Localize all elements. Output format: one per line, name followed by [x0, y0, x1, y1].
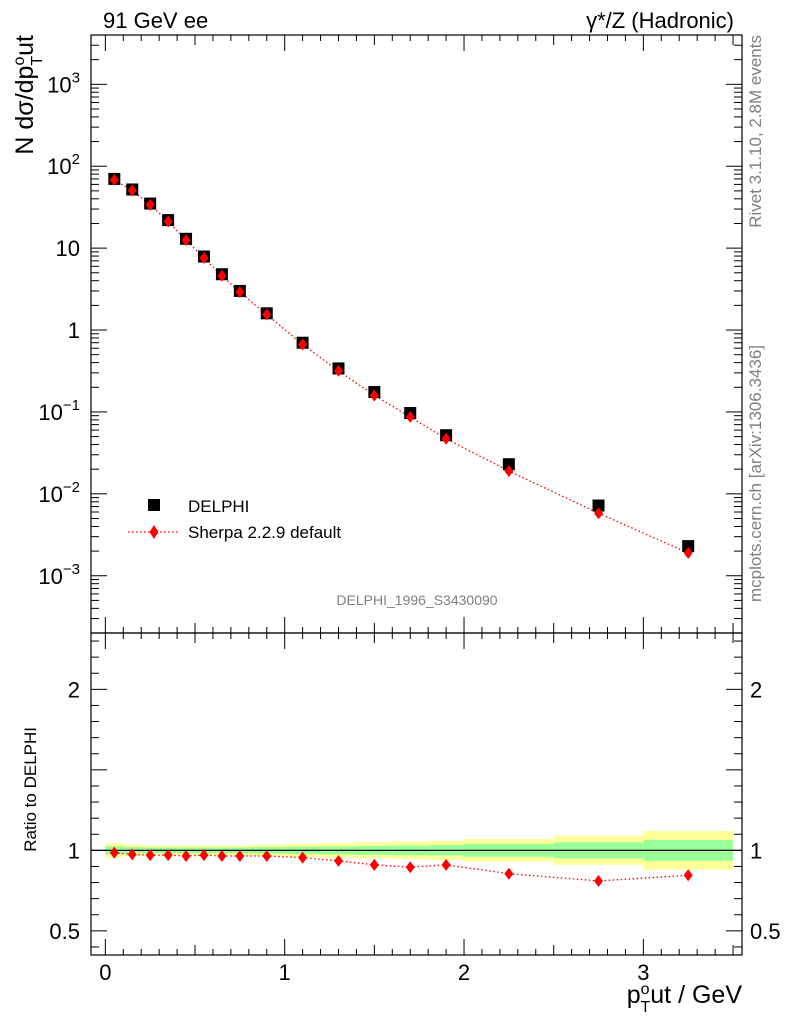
sherpa-point-main	[163, 215, 173, 228]
x-tick-label: 0	[99, 960, 111, 985]
main-y-tick-label-exp: −3	[63, 561, 80, 578]
sherpa-point-main	[405, 410, 415, 423]
ratio-y-axis-label: Ratio to DELPHI	[21, 727, 40, 852]
main-y-tick-label: 10−2	[38, 479, 80, 507]
sherpa-point-main	[181, 234, 191, 247]
x-tick-label: 2	[458, 960, 470, 985]
sherpa-point-main	[504, 465, 514, 478]
x-axis-label-sub: T	[641, 999, 651, 1016]
sherpa-point-ratio	[262, 849, 272, 862]
sherpa-point-main	[298, 338, 308, 351]
sherpa-point-main	[369, 389, 379, 402]
sherpa-point-ratio	[441, 858, 451, 871]
main-y-tick-label-base: 10	[56, 236, 80, 261]
main-y-tick-label-exp: −1	[63, 397, 80, 414]
rivet-label: Rivet 3.1.10, 2.8M events	[746, 35, 765, 228]
sherpa-point-ratio	[145, 849, 155, 862]
x-axis-label-tail: ut / GeV	[650, 981, 742, 1009]
sherpa-point-main	[109, 173, 119, 186]
sherpa-point-main	[199, 251, 209, 264]
main-y-tick-label-base: 10	[38, 564, 62, 589]
sherpa-point-main	[441, 432, 451, 445]
sherpa-point-ratio	[683, 869, 693, 882]
x-tick-label: 1	[279, 960, 291, 985]
delphi-point	[592, 499, 605, 512]
ratio-y-tick-label-left: 2	[68, 677, 80, 702]
main-y-axis-label-main: N dσ/dp	[11, 66, 39, 155]
main-y-tick-label-base: 10	[47, 154, 71, 179]
sherpa-point-ratio	[504, 867, 514, 880]
main-y-axis-label-sub: T	[29, 56, 46, 66]
sherpa-point-main	[683, 546, 693, 559]
sherpa-point-ratio	[369, 858, 379, 871]
main-y-tick-label: 102	[47, 151, 80, 179]
ratio-y-tick-label-left: 0.5	[49, 919, 80, 944]
sherpa-point-main	[333, 364, 343, 377]
main-y-axis-label: N dσ/dpoTut	[11, 35, 46, 155]
main-y-tick-label: 10	[56, 236, 80, 261]
sherpa-point-ratio	[163, 849, 173, 862]
main-y-tick-label: 103	[47, 69, 80, 97]
analysis-watermark: DELPHI_1996_S3430090	[336, 592, 497, 608]
header-left-label: 91 GeV ee	[103, 8, 208, 33]
main-y-axis-label-tail: ut	[11, 35, 39, 56]
ratio-y-tick-label-right: 1	[750, 838, 762, 863]
main-y-tick-label-base: 10	[47, 72, 71, 97]
ratio-y-tick-label-right: 0.5	[750, 919, 781, 944]
main-y-tick-label-base: 1	[68, 318, 80, 343]
sherpa-point-ratio	[405, 861, 415, 874]
sherpa-point-ratio	[333, 854, 343, 867]
x-axis-label: po Tut / GeV	[627, 981, 743, 1016]
main-y-tick-label: 10−3	[38, 561, 80, 589]
sherpa-point-ratio	[199, 849, 209, 862]
main-y-tick-label: 10−1	[38, 397, 80, 425]
main-y-tick-label-base: 10	[38, 400, 62, 425]
main-y-tick-label-exp: 3	[72, 69, 80, 86]
main-y-tick-label-base: 10	[38, 482, 62, 507]
main-y-tick-label-exp: −2	[63, 479, 80, 496]
sherpa-point-ratio	[298, 851, 308, 864]
legend-label-delphi: DELPHI	[188, 497, 249, 516]
main-plot-frame	[90, 34, 743, 634]
delphi-point	[682, 540, 695, 553]
sherpa-point-ratio	[127, 848, 137, 861]
sherpa-point-main	[127, 184, 137, 197]
sherpa-point-main	[145, 198, 155, 211]
legend: DELPHI Sherpa 2.2.9 default	[128, 497, 341, 542]
sherpa-point-ratio	[594, 874, 604, 887]
mcplots-label: mcplots.cern.ch [arXiv:1306.3436]	[746, 345, 765, 602]
sherpa-point-ratio	[235, 849, 245, 862]
ratio-y-tick-label-left: 1	[68, 838, 80, 863]
sherpa-point-main	[217, 269, 227, 282]
sherpa-point-main	[262, 308, 272, 321]
main-y-tick-label-exp: 2	[72, 151, 80, 168]
x-axis-label-sup: o	[641, 981, 650, 998]
legend-marker-sherpa	[149, 525, 159, 539]
sherpa-point-ratio	[109, 846, 119, 859]
main-y-axis-label-sup: o	[11, 57, 28, 66]
main-y-tick-label: 1	[68, 318, 80, 343]
legend-label-sherpa: Sherpa 2.2.9 default	[188, 523, 341, 542]
ratio-plot-frame	[90, 632, 743, 956]
sherpa-point-main	[235, 286, 245, 299]
legend-marker-delphi	[148, 499, 160, 511]
delphi-point	[502, 458, 515, 471]
ratio-y-tick-label-right: 2	[750, 677, 762, 702]
sherpa-point-ratio	[217, 849, 227, 862]
x-axis-label-main: p	[627, 981, 641, 1009]
sherpa-point-main	[594, 507, 604, 520]
sherpa-point-ratio	[181, 849, 191, 862]
header-right-label: γ*/Z (Hadronic)	[586, 8, 734, 33]
x-tick-label: 3	[637, 960, 649, 985]
